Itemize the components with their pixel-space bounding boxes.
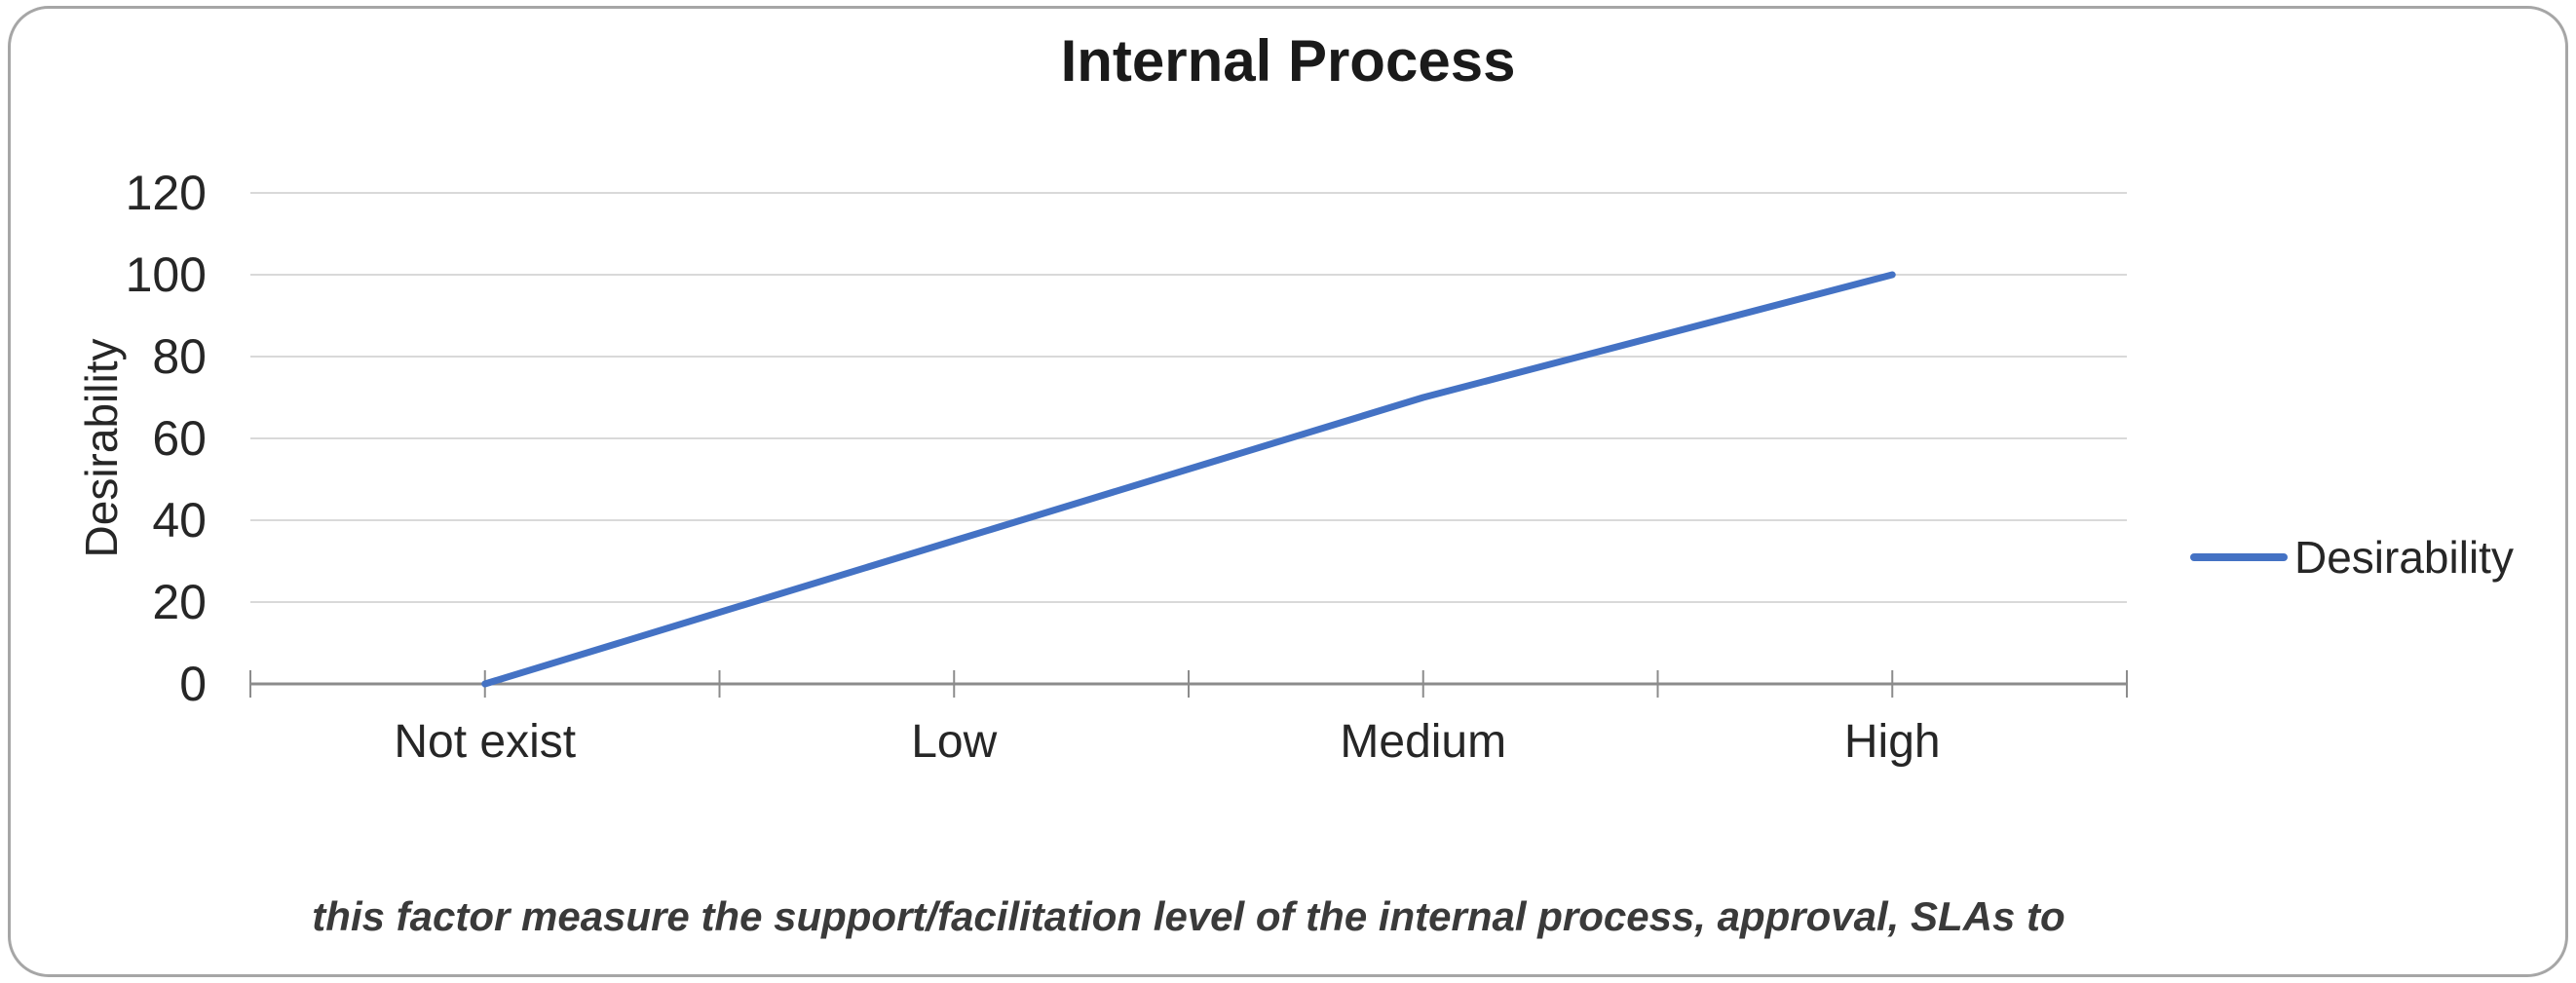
- x-category-label-1: Low: [911, 716, 998, 768]
- legend: Desirability: [2190, 530, 2514, 585]
- y-tick-label-60: 60: [152, 411, 207, 466]
- x-axis-caption: this factor measure the support/facilita…: [250, 785, 2127, 983]
- chart-title: Internal Process: [1060, 28, 1516, 94]
- legend-line-swatch: [2190, 553, 2288, 561]
- y-tick-label-120: 120: [125, 166, 207, 220]
- y-tick-label-40: 40: [152, 493, 207, 548]
- series-line-desirability: [481, 271, 1896, 688]
- x-category-label-3: High: [1843, 716, 1941, 768]
- y-tick-label-100: 100: [125, 247, 207, 302]
- x-category-label-2: Medium: [1340, 716, 1507, 768]
- x-category-label-0: Not exist: [394, 716, 577, 768]
- y-tick-label-20: 20: [152, 575, 207, 629]
- chart-border: [8, 6, 2568, 977]
- legend-label: Desirability: [2294, 532, 2514, 583]
- y-tick-label-80: 80: [152, 329, 207, 384]
- caption-line-1: this factor measure the support/facilita…: [312, 893, 2065, 939]
- y-tick-label-0: 0: [179, 657, 207, 711]
